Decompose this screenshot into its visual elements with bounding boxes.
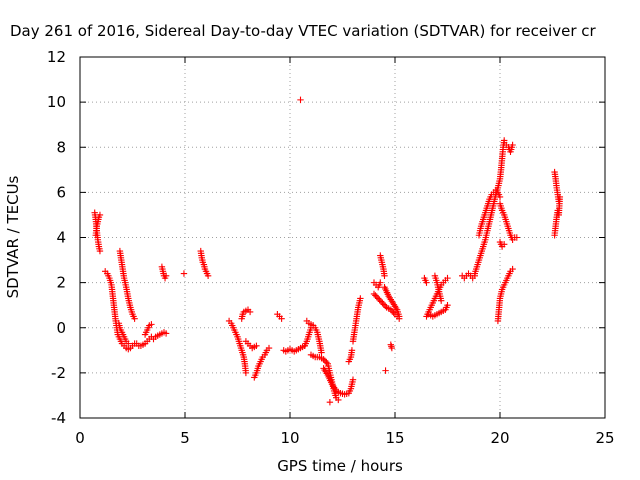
data-point (388, 344, 396, 352)
data-markers (91, 96, 564, 406)
data-point (246, 308, 254, 316)
data-point (253, 342, 260, 349)
data-point (326, 399, 334, 406)
data-point (320, 356, 327, 363)
y-tick-label: -4 (51, 409, 66, 427)
data-point (444, 301, 451, 309)
data-point (96, 247, 104, 255)
data-point (381, 272, 388, 280)
data-point (125, 340, 132, 347)
x-axis-label: GPS time / hours (277, 457, 403, 475)
data-point (438, 297, 445, 304)
data-point (509, 265, 516, 273)
data-point (513, 234, 520, 241)
data-point (377, 279, 384, 286)
data-point (162, 272, 170, 280)
data-point (444, 274, 451, 282)
data-point (131, 315, 138, 322)
y-tick-label: 10 (47, 93, 66, 111)
data-point (321, 357, 329, 365)
data-point (496, 193, 504, 201)
grid (80, 57, 605, 418)
x-tick-label: 5 (180, 429, 190, 447)
data-point (348, 347, 356, 354)
data-point (370, 290, 378, 298)
data-point (96, 211, 104, 219)
data-point (387, 306, 394, 313)
data-point (204, 272, 212, 280)
y-tick-label: 12 (47, 48, 66, 66)
data-point (278, 315, 285, 322)
y-tick-label: -2 (51, 364, 66, 382)
axes: 0 5 10 15 20 25 -4 -2 0 2 4 6 8 10 12 (47, 48, 615, 447)
data-point (380, 301, 387, 308)
y-tick-label: 0 (56, 319, 66, 337)
x-tick-label: 20 (490, 429, 509, 447)
data-point (372, 292, 379, 299)
x-tick-label: 10 (280, 429, 299, 447)
data-point (396, 313, 403, 320)
data-point (323, 359, 330, 366)
data-point (357, 295, 364, 302)
data-point (265, 344, 273, 352)
data-point (376, 296, 383, 304)
data-point (148, 321, 155, 328)
data-point (373, 293, 380, 301)
y-tick-label: 6 (56, 183, 66, 201)
plot-frame (79, 56, 606, 419)
data-point (349, 376, 357, 383)
data-point (382, 367, 389, 374)
data-point (375, 295, 382, 302)
data-point (509, 141, 516, 149)
x-tick-label: 0 (75, 429, 85, 447)
data-point (162, 330, 170, 337)
y-axis-label: SDTVAR / TECUs (4, 175, 22, 298)
data-point (242, 369, 250, 377)
data-point (389, 308, 396, 315)
data-point (377, 298, 385, 305)
x-tick-label: 25 (595, 429, 614, 447)
data-point (309, 322, 317, 329)
data-point (297, 96, 304, 104)
data-point (501, 241, 508, 248)
y-tick-label: 8 (56, 138, 66, 156)
x-tick-label: 15 (385, 429, 404, 447)
y-tick-label: 4 (56, 229, 66, 247)
data-point (180, 270, 188, 277)
y-tick-label: 2 (56, 274, 66, 292)
data-point (318, 349, 325, 356)
data-point (390, 309, 397, 316)
data-point (382, 302, 389, 310)
data-point (423, 279, 430, 286)
chart-title: Day 261 of 2016, Sidereal Day-to-day VTE… (10, 22, 597, 40)
data-point (379, 299, 386, 307)
data-point (335, 396, 342, 404)
data-point (556, 193, 564, 201)
